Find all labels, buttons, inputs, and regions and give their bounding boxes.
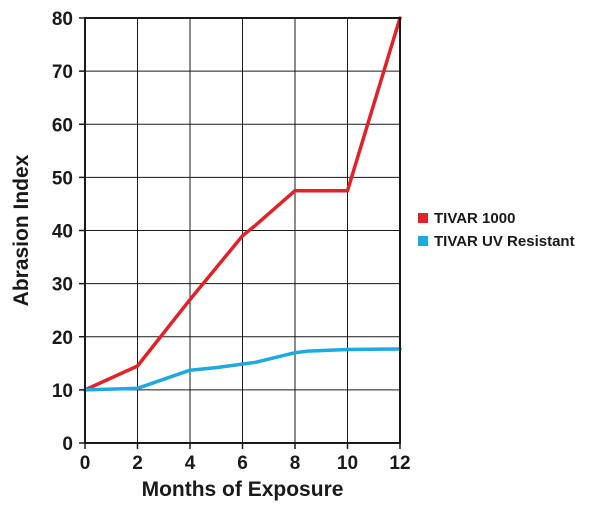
y-tick-label: 30 [52, 275, 73, 296]
y-tick-labels: 0 10 20 30 40 50 60 70 80 [52, 9, 85, 455]
grid [85, 18, 400, 443]
x-tick-label: 6 [237, 453, 248, 474]
x-axis-title: Months of Exposure [142, 478, 344, 501]
y-tick-label: 80 [52, 9, 73, 30]
series-line-1 [83, 347, 402, 392]
y-tick-label: 40 [52, 222, 73, 243]
legend-label: TIVAR UV Resistant [434, 233, 575, 250]
legend: TIVAR 1000 TIVAR UV Resistant [418, 210, 575, 250]
x-tick-label: 0 [80, 453, 91, 474]
y-tick-label: 0 [62, 434, 73, 455]
y-tick-label: 60 [52, 115, 73, 136]
x-tick-labels: 0 2 4 6 8 10 12 [80, 443, 411, 474]
y-tick-label: 70 [52, 62, 73, 83]
series-lines [83, 16, 402, 392]
y-tick-label: 50 [52, 168, 73, 189]
x-tick-label: 4 [185, 453, 196, 474]
x-tick-label: 8 [290, 453, 301, 474]
y-tick-label: 20 [52, 328, 73, 349]
x-tick-label: 2 [132, 453, 143, 474]
y-axis-title: Abrasion Index [10, 154, 33, 306]
x-tick-label: 10 [337, 453, 358, 474]
legend-swatch [418, 236, 428, 246]
y-tick-label: 10 [52, 381, 73, 402]
legend-label: TIVAR 1000 [434, 210, 515, 227]
x-tick-label: 12 [389, 453, 410, 474]
series-line-0 [83, 16, 402, 392]
legend-swatch [418, 213, 428, 223]
